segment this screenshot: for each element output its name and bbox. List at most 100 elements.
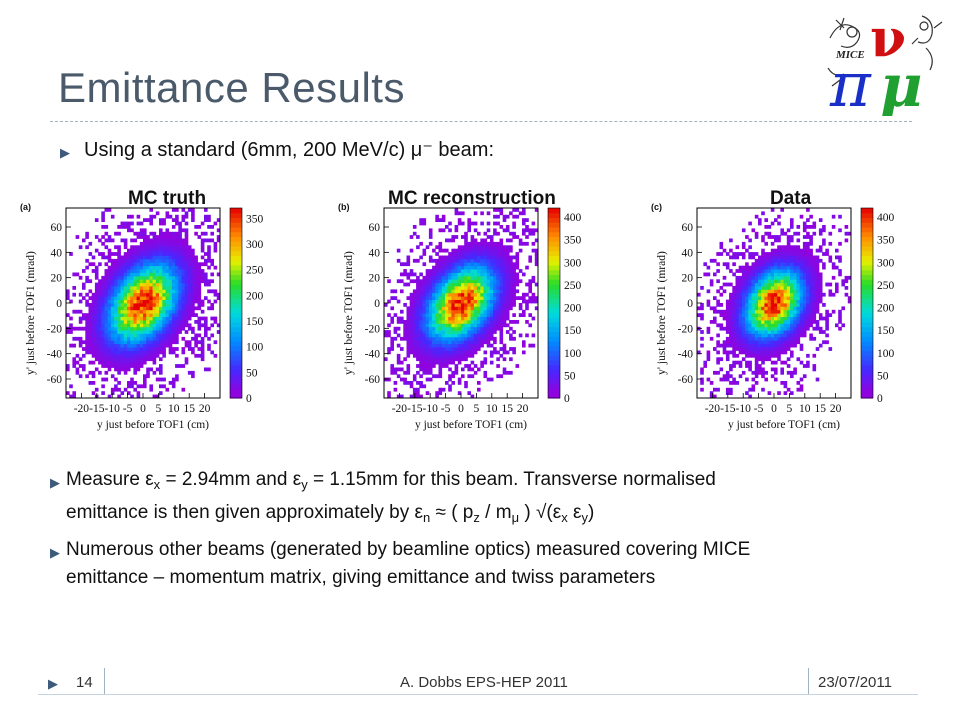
heatmap-cell [143, 343, 147, 348]
heatmap-cell [162, 333, 166, 338]
heatmap-cell [741, 296, 746, 300]
heatmap-cell [838, 320, 842, 324]
heatmap-cell [700, 286, 704, 290]
heatmap-cell [184, 303, 189, 307]
heatmap-cell [127, 303, 131, 307]
heatmap-cell [130, 384, 134, 389]
heatmap-cell [793, 306, 797, 311]
heatmap-cell [130, 309, 134, 314]
heatmap-cell [809, 292, 813, 297]
heatmap-cell [790, 269, 794, 273]
heatmap-cell [461, 252, 465, 256]
heatmap-cell [390, 370, 395, 375]
heatmap-cell [764, 231, 769, 236]
heatmap-cell [467, 306, 472, 311]
color-scale-frame [547, 207, 561, 399]
heatmap-cell [754, 313, 759, 317]
heatmap-cell [748, 306, 752, 311]
heatmap-cell [786, 258, 791, 263]
heatmap-cell [85, 279, 89, 284]
heatmap-cell [110, 275, 115, 280]
heatmap-cell [75, 353, 80, 358]
heatmap-cell [467, 258, 472, 263]
heatmap-cell [184, 360, 189, 365]
heatmap-cell [777, 313, 781, 317]
heatmap-cell [758, 218, 762, 222]
heatmap-cell [777, 262, 781, 267]
heatmap-cell [751, 316, 756, 321]
heatmap-cell [441, 279, 446, 284]
heatmap-cell [181, 208, 186, 212]
heatmap-cell [761, 286, 765, 290]
heatmap-cell [496, 231, 500, 236]
heatmap-cell [406, 282, 411, 287]
heatmap-cell [758, 326, 762, 331]
heatmap-cell [72, 364, 77, 368]
heatmap-cell [435, 286, 439, 290]
heatmap-cell [152, 350, 157, 355]
heatmap-cell [770, 367, 775, 372]
color-scale-label: 400 [877, 212, 895, 224]
heatmap-cell [806, 299, 810, 304]
heatmap-cell [101, 313, 105, 317]
heatmap-cell [486, 228, 491, 233]
heatmap-cell [745, 275, 749, 280]
heatmap-cell [812, 313, 817, 317]
heatmap-cell [486, 275, 491, 280]
heatmap-cell [175, 347, 179, 351]
heatmap-cell [809, 258, 813, 263]
heatmap-cell [425, 303, 430, 307]
heatmap-cell [470, 309, 475, 314]
heatmap-cell [700, 387, 704, 392]
heatmap-cell [194, 269, 198, 273]
heatmap-cell [123, 262, 128, 267]
heatmap-cell [69, 299, 73, 304]
heatmap-cell [94, 235, 99, 239]
heatmap-cell [139, 309, 144, 314]
heatmap-cell [191, 208, 195, 212]
heatmap-cell [706, 326, 711, 331]
heatmap-cell [467, 340, 472, 345]
heatmap-cell [120, 225, 125, 229]
heatmap-cell [725, 303, 730, 307]
heatmap-cell [175, 235, 179, 239]
heatmap-cell [802, 228, 807, 233]
heatmap-cell [120, 309, 125, 314]
color-scale-segment [548, 360, 560, 366]
heatmap-panel-a: (a)-20 -15 -10 -5 0 5 10 15 20-60-40-200204060y … [20, 202, 264, 431]
heatmap-cell [732, 350, 736, 355]
heatmap-cell [120, 275, 125, 280]
heatmap-cell [515, 296, 520, 300]
heatmap-cell [187, 265, 192, 270]
heatmap-cell [799, 309, 804, 314]
heatmap-cell [499, 275, 504, 280]
heatmap-cell [790, 225, 794, 229]
heatmap-cell [448, 292, 452, 297]
heatmap-cell [139, 347, 144, 351]
color-scale-segment [230, 231, 242, 238]
heatmap-cell [403, 333, 407, 338]
heatmap-cell [139, 336, 144, 341]
heatmap-cell [799, 282, 804, 287]
heatmap-cell [477, 336, 481, 341]
heatmap-cell [393, 330, 398, 334]
heatmap-cell [464, 296, 468, 300]
heatmap-cell [512, 265, 516, 270]
heatmap-cell [741, 313, 746, 317]
heatmap-cell [745, 347, 749, 351]
heatmap-cell [146, 265, 150, 270]
heatmap-cell [130, 221, 134, 226]
heatmap-cell [133, 313, 138, 317]
heatmap-cell [146, 275, 150, 280]
heatmap-cell [438, 387, 443, 392]
heatmap-cell [729, 309, 733, 314]
heatmap-cell [127, 248, 131, 253]
color-scale-segment [548, 388, 560, 394]
heatmap-cell [780, 258, 785, 263]
heatmap-cell [725, 282, 730, 287]
heatmap-cell [761, 333, 765, 338]
heatmap-cell [499, 272, 504, 277]
heatmap-cell [110, 336, 115, 341]
heatmap-cell [451, 265, 456, 270]
heatmap-cell [393, 381, 398, 385]
